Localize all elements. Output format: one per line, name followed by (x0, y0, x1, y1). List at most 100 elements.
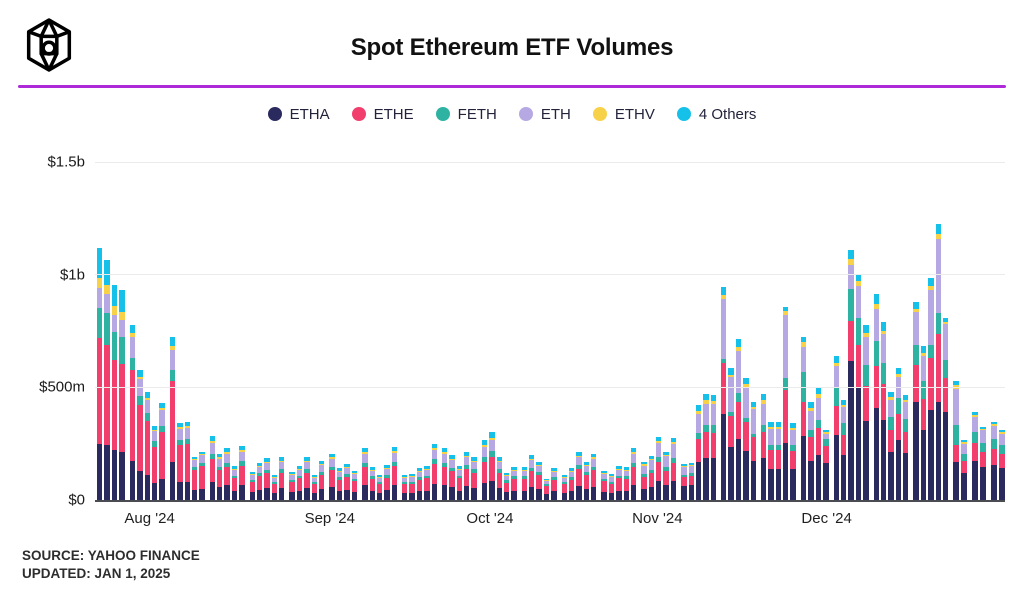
bar-sep-13[interactable] (391, 162, 398, 500)
bar-aug-28[interactable] (304, 162, 310, 500)
bar-aug-30[interactable] (318, 162, 325, 500)
bar-aug-1[interactable] (152, 162, 158, 500)
bar-sep-11[interactable] (376, 162, 383, 500)
bar-oct-3[interactable] (503, 162, 510, 500)
bar-dec-16[interactable] (913, 162, 919, 500)
bar-dec-19[interactable] (935, 162, 941, 500)
bar-nov-11[interactable] (721, 162, 727, 500)
bar-sep-27[interactable] (471, 162, 477, 500)
bar-sep-26[interactable] (464, 162, 470, 500)
legend-item-eth[interactable]: ETH (518, 106, 571, 123)
bar-nov-7[interactable] (703, 162, 709, 500)
bar-nov-27[interactable] (815, 162, 822, 500)
bar-nov-19[interactable] (768, 162, 774, 500)
bar-nov-4[interactable] (681, 162, 687, 500)
bar-dec-24[interactable] (961, 162, 968, 500)
bar-oct-21[interactable] (601, 162, 607, 500)
bar-aug-7[interactable] (184, 162, 190, 500)
bar-dec-6[interactable] (863, 162, 869, 500)
bar-sep-18[interactable] (416, 162, 423, 500)
bar-dec-11[interactable] (888, 162, 894, 500)
bar-dec-2[interactable] (833, 162, 840, 500)
bar-dec-17[interactable] (920, 162, 927, 500)
bar-aug-20[interactable] (256, 162, 263, 500)
bar-sep-23[interactable] (441, 162, 448, 500)
bar-aug-2[interactable] (159, 162, 165, 500)
bar-nov-8[interactable] (710, 162, 717, 500)
bar-aug-26[interactable] (289, 162, 295, 500)
bar-oct-28[interactable] (641, 162, 647, 500)
legend-item-etha[interactable]: ETHA (267, 106, 330, 123)
bar-oct-25[interactable] (630, 162, 637, 500)
bar-aug-15[interactable] (231, 162, 238, 500)
bar-dec-18[interactable] (928, 162, 934, 500)
bar-oct-4[interactable] (511, 162, 517, 500)
bar-nov-5[interactable] (688, 162, 694, 500)
bar-dec-23[interactable] (953, 162, 960, 500)
bar-oct-10[interactable] (543, 162, 550, 500)
bar-aug-19[interactable] (249, 162, 255, 500)
bar-oct-30[interactable] (656, 162, 662, 500)
bar-jul-26[interactable] (119, 162, 125, 500)
bar-aug-9[interactable] (199, 162, 205, 500)
bar-dec-4[interactable] (848, 162, 854, 500)
bar-nov-14[interactable] (743, 162, 749, 500)
bar-dec-31[interactable] (999, 162, 1006, 500)
bar-oct-1[interactable] (489, 162, 495, 500)
bar-nov-13[interactable] (735, 162, 742, 500)
bar-dec-9[interactable] (873, 162, 879, 500)
bar-sep-9[interactable] (362, 162, 368, 500)
bar-oct-15[interactable] (568, 162, 575, 500)
bar-dec-3[interactable] (841, 162, 847, 500)
bar-aug-21[interactable] (264, 162, 270, 500)
bar-oct-16[interactable] (576, 162, 582, 500)
bar-dec-5[interactable] (855, 162, 862, 500)
bar-aug-13[interactable] (217, 162, 223, 500)
bar-oct-8[interactable] (529, 162, 535, 500)
bar-oct-11[interactable] (551, 162, 557, 500)
bar-oct-2[interactable] (496, 162, 502, 500)
bar-oct-24[interactable] (623, 162, 629, 500)
bar-sep-20[interactable] (431, 162, 437, 500)
bar-sep-19[interactable] (424, 162, 430, 500)
bar-oct-23[interactable] (616, 162, 622, 500)
legend-item-ethv[interactable]: ETHV (592, 106, 655, 123)
bar-sep-5[interactable] (344, 162, 350, 500)
bar-oct-22[interactable] (608, 162, 615, 500)
bar-nov-20[interactable] (775, 162, 782, 500)
bar-nov-26[interactable] (808, 162, 814, 500)
bar-dec-20[interactable] (942, 162, 949, 500)
bar-sep-4[interactable] (336, 162, 343, 500)
bar-aug-12[interactable] (209, 162, 216, 500)
legend-item-feth[interactable]: FETH (435, 106, 497, 123)
bar-dec-26[interactable] (972, 162, 979, 500)
bar-oct-7[interactable] (521, 162, 528, 500)
bar-nov-6[interactable] (695, 162, 702, 500)
bar-oct-17[interactable] (583, 162, 590, 500)
bar-nov-1[interactable] (670, 162, 677, 500)
bar-jul-23[interactable] (97, 162, 103, 500)
bar-sep-17[interactable] (409, 162, 415, 500)
bar-dec-27[interactable] (980, 162, 987, 500)
bar-jul-24[interactable] (104, 162, 110, 500)
bar-aug-23[interactable] (279, 162, 285, 500)
bar-sep-24[interactable] (449, 162, 455, 500)
bar-dec-10[interactable] (880, 162, 887, 500)
bar-sep-25[interactable] (456, 162, 463, 500)
bar-nov-21[interactable] (783, 162, 789, 500)
bar-dec-12[interactable] (895, 162, 902, 500)
legend-item-ethe[interactable]: ETHE (351, 106, 414, 123)
bar-aug-8[interactable] (191, 162, 198, 500)
bar-oct-18[interactable] (591, 162, 597, 500)
bar-nov-25[interactable] (800, 162, 807, 500)
bar-sep-6[interactable] (351, 162, 358, 500)
bar-sep-30[interactable] (481, 162, 488, 500)
bar-oct-9[interactable] (536, 162, 542, 500)
bar-oct-29[interactable] (648, 162, 655, 500)
bar-dec-13[interactable] (903, 162, 909, 500)
bar-aug-14[interactable] (224, 162, 230, 500)
bar-aug-22[interactable] (271, 162, 278, 500)
bar-nov-29[interactable] (823, 162, 829, 500)
bar-aug-6[interactable] (177, 162, 183, 500)
bar-aug-27[interactable] (296, 162, 303, 500)
